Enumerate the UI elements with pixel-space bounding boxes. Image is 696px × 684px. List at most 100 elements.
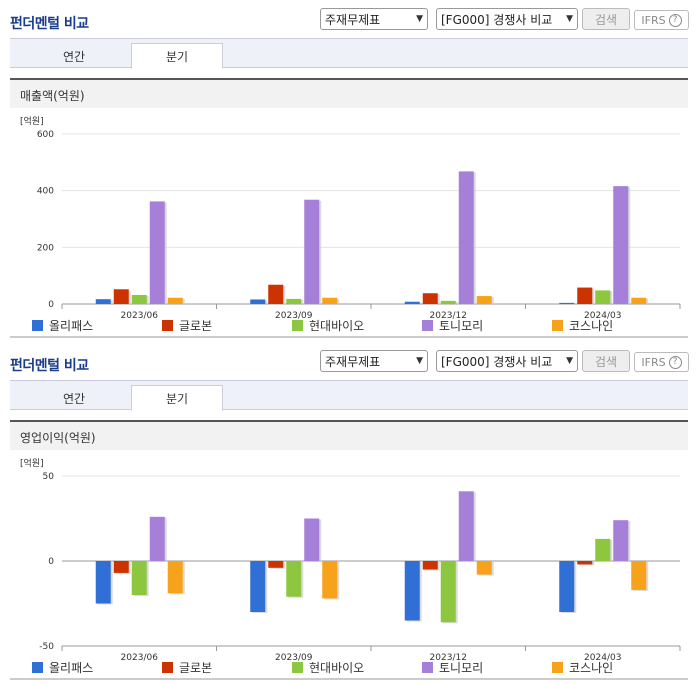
y-tick-label: 200 [37, 243, 54, 253]
statement-select-value: 주재무제표 [325, 354, 381, 369]
bar [304, 518, 320, 561]
panel-title: 펀더멘털 비교 [10, 358, 89, 374]
bar [286, 561, 302, 597]
revenue-chart-svg: [억원] 0 200 400 600 2023/06 2023/09 2023/12 2024/… [10, 115, 688, 338]
legend-swatch [422, 320, 433, 331]
chart-subtitle: 매출액(억원) [10, 78, 688, 108]
panel-operating-profit: 펀더멘털 비교 주재무제표 ▼ [FG000] 경쟁사 비교 ▼ 검색 IFRS? … [0, 342, 696, 680]
bar [422, 561, 438, 570]
bar [113, 289, 129, 304]
bar [95, 561, 111, 604]
legend-swatch [32, 320, 43, 331]
help-icon: ? [668, 13, 682, 27]
bar [595, 538, 611, 561]
ifrs-help-button[interactable]: IFRS? [634, 352, 689, 372]
bar [322, 297, 338, 304]
y-tick-label: -50 [39, 642, 54, 652]
bar [250, 299, 266, 304]
x-tick-label: 2023/06 [121, 311, 159, 321]
help-icon: ? [668, 355, 682, 369]
legend-label: 올리패스 [49, 319, 93, 333]
bar [476, 561, 492, 575]
tab-quarterly[interactable]: 분기 [131, 385, 223, 411]
bar [149, 201, 165, 304]
legend-label: 토니모리 [439, 319, 483, 333]
panel-revenue: 펀더멘털 비교 주재무제표 ▼ [FG000] 경쟁사 비교 ▼ 검색 IFRS? … [0, 0, 696, 338]
bar [95, 299, 111, 304]
bar [167, 297, 183, 304]
bar [631, 561, 647, 590]
legend-label: 글로본 [179, 661, 212, 675]
legend-swatch [32, 662, 43, 673]
panel-header: 펀더멘털 비교 주재무제표 ▼ [FG000] 경쟁사 비교 ▼ 검색 IFRS? [0, 0, 696, 38]
chart-subtitle: 영업이익(억원) [10, 420, 688, 450]
x-tick-label: 2024/03 [584, 653, 621, 663]
legend-swatch [292, 320, 303, 331]
search-button[interactable]: 검색 [582, 350, 630, 372]
operating-profit-chart: [억원] -50 0 50 2023/06 2023/09 2023/12 2024/03 올리… [10, 450, 688, 680]
comparison-select[interactable]: [FG000] 경쟁사 비교 ▼ [436, 350, 578, 372]
chevron-down-icon: ▼ [416, 14, 423, 24]
ifrs-label: IFRS [641, 13, 666, 27]
bar [631, 297, 647, 304]
y-tick-label: 400 [37, 187, 54, 197]
bar [440, 300, 456, 304]
y-axis-unit-label: [억원] [20, 457, 44, 469]
legend-label: 올리패스 [49, 661, 93, 675]
y-tick-label: 600 [37, 130, 54, 140]
tab-annual[interactable]: 연간 [62, 49, 86, 64]
legend-label: 현대바이오 [309, 319, 364, 333]
y-tick-label: 50 [43, 472, 55, 482]
legend-label: 토니모리 [439, 661, 483, 675]
bar-shadow [561, 303, 577, 305]
legend-label: 현대바이오 [309, 661, 364, 675]
chevron-down-icon: ▼ [416, 356, 423, 366]
y-axis-unit-label: [억원] [20, 115, 44, 127]
search-button[interactable]: 검색 [582, 8, 630, 30]
chevron-down-icon: ▼ [566, 356, 573, 366]
statement-select[interactable]: 주재무제표 ▼ [320, 8, 428, 30]
bar [322, 561, 338, 599]
legend-swatch [162, 662, 173, 673]
legend-label: 글로본 [179, 319, 212, 333]
legend-swatch [422, 662, 433, 673]
comparison-select[interactable]: [FG000] 경쟁사 비교 ▼ [436, 8, 578, 30]
bar [577, 287, 593, 304]
legend-label: 코스나인 [569, 661, 613, 675]
bar [131, 561, 147, 595]
bar [613, 520, 629, 561]
period-tabs: 연간 분기 [10, 380, 688, 411]
bar [304, 199, 320, 304]
x-tick-label: 2023/12 [430, 311, 467, 321]
legend-swatch [162, 320, 173, 331]
x-tick-label: 2023/12 [430, 653, 467, 663]
tab-annual[interactable]: 연간 [62, 391, 86, 406]
panel-header: 펀더멘털 비교 주재무제표 ▼ [FG000] 경쟁사 비교 ▼ 검색 IFRS? [0, 342, 696, 380]
bar [268, 284, 284, 304]
legend-swatch [552, 662, 563, 673]
legend-swatch [552, 320, 563, 331]
bar [476, 296, 492, 304]
bar [559, 302, 575, 304]
bar [149, 516, 165, 561]
legend-label: 코스나인 [569, 319, 613, 333]
revenue-chart: [억원] 0 200 400 600 2023/06 2023/09 2023/12 2024/… [10, 108, 688, 338]
bar [131, 294, 147, 304]
statement-select[interactable]: 주재무제표 ▼ [320, 350, 428, 372]
bar [404, 301, 420, 304]
legend-swatch [292, 662, 303, 673]
y-tick-label: 0 [48, 557, 54, 567]
tab-quarterly[interactable]: 분기 [131, 43, 223, 69]
ifrs-help-button[interactable]: IFRS? [634, 10, 689, 30]
x-tick-label: 2023/09 [275, 653, 313, 663]
panel-title: 펀더멘털 비교 [10, 16, 89, 32]
statement-select-value: 주재무제표 [325, 12, 381, 27]
period-tabs: 연간 분기 [10, 38, 688, 69]
bar [595, 290, 611, 304]
y-tick-label: 0 [48, 300, 54, 310]
bar [458, 491, 474, 561]
x-tick-label: 2023/09 [275, 311, 313, 321]
bar [268, 561, 284, 568]
bar [458, 171, 474, 304]
bar [404, 561, 420, 621]
